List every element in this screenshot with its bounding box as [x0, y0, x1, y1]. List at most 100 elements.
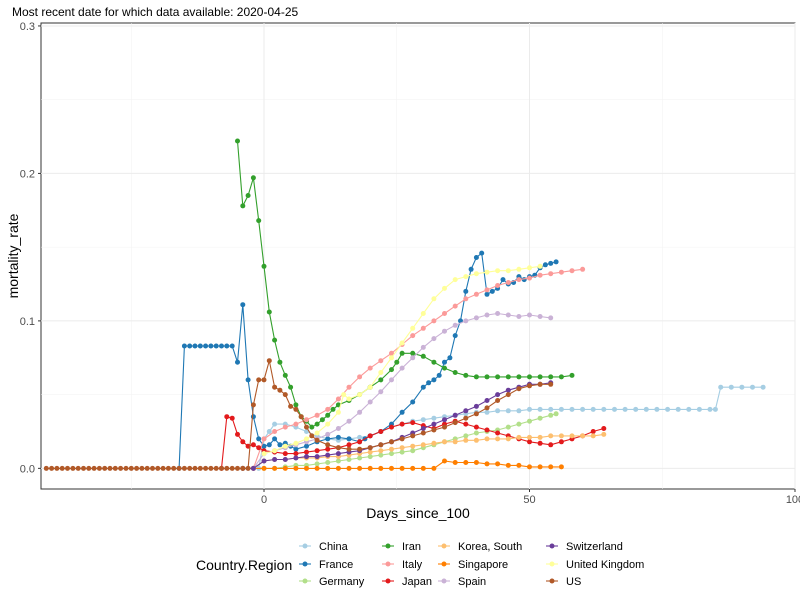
data-point-switzerland: [272, 457, 278, 462]
data-point-korea-south: [399, 445, 405, 451]
data-point-japan: [250, 442, 256, 448]
data-point-france: [447, 355, 453, 361]
legend-label: Switzerland: [566, 541, 623, 553]
data-point-korea-south: [452, 439, 458, 445]
data-point-france: [335, 434, 341, 440]
data-point-us: [203, 465, 209, 471]
data-point-iran: [250, 175, 256, 181]
data-point-japan: [378, 429, 384, 434]
data-point-us: [229, 465, 235, 471]
data-point-us: [245, 465, 251, 471]
data-point-switzerland: [431, 421, 437, 427]
data-point-france: [346, 436, 352, 442]
data-point-us: [187, 465, 193, 471]
data-point-korea-south: [378, 448, 384, 454]
legend: Country.Region China France Germany Iran Ita…: [196, 541, 644, 588]
data-point-spain: [473, 315, 479, 321]
data-point-france: [245, 377, 251, 383]
legend-item-spain: Spain: [438, 576, 486, 588]
y-tick-label: 0.2: [20, 168, 35, 180]
data-point-united-kingdom: [335, 409, 341, 415]
data-point-singapore: [452, 460, 458, 465]
legend-key-dot: [385, 561, 391, 567]
data-point-us: [240, 465, 246, 471]
data-point-united-kingdom: [473, 271, 479, 277]
data-point-united-kingdom: [282, 443, 288, 449]
data-point-singapore: [420, 465, 426, 471]
data-point-spain: [325, 431, 331, 437]
data-point-iran: [319, 417, 325, 423]
data-point-spain: [378, 389, 384, 395]
legend-item-japan: Japan: [382, 576, 432, 588]
legend-label: Spain: [458, 576, 486, 588]
data-point-italy: [325, 406, 331, 412]
data-point-korea-south: [495, 436, 501, 442]
data-point-singapore: [304, 465, 309, 471]
data-point-france: [468, 266, 474, 272]
legend-title: Country.Region: [196, 557, 292, 573]
data-point-spain: [484, 312, 490, 318]
data-point-us: [181, 465, 187, 471]
data-point-spain: [537, 314, 543, 319]
data-point-iran: [537, 374, 543, 380]
data-point-korea-south: [516, 434, 522, 440]
data-point-iran: [266, 309, 272, 315]
data-point-italy: [410, 333, 416, 339]
data-point-italy: [335, 396, 341, 402]
legend-key-dot: [385, 543, 391, 549]
series-germany: [240, 411, 559, 471]
data-point-japan: [601, 426, 607, 431]
legend-key-dot: [302, 561, 308, 567]
data-point-iran: [442, 365, 447, 371]
data-point-us: [304, 424, 309, 430]
data-point-iran: [245, 193, 251, 198]
data-point-france: [266, 442, 272, 448]
data-point-france: [473, 255, 479, 260]
legend-key-dot: [549, 561, 555, 567]
data-point-singapore: [346, 465, 352, 471]
data-point-spain: [442, 328, 447, 334]
data-point-china: [304, 429, 309, 434]
data-point-iran: [378, 377, 384, 383]
data-point-united-kingdom: [505, 268, 511, 274]
data-point-iran: [314, 421, 320, 427]
data-point-us: [86, 465, 92, 471]
data-point-china: [484, 409, 490, 415]
data-point-us: [43, 465, 49, 471]
axis-ticks: 0 50 100 0.0 0.1 0.2 0.3: [20, 21, 800, 506]
legend-key-dot: [302, 543, 308, 549]
data-point-iran: [420, 353, 426, 359]
data-point-switzerland: [250, 465, 256, 471]
legend-item-italy: Italy: [382, 559, 423, 571]
grid-lines: [41, 23, 796, 489]
data-point-us: [155, 465, 161, 471]
data-point-china: [431, 415, 437, 421]
data-point-singapore: [293, 465, 299, 471]
data-point-korea-south: [569, 433, 575, 439]
data-point-france: [197, 343, 203, 349]
data-point-italy: [537, 272, 543, 278]
data-point-iran: [505, 374, 511, 380]
data-point-china: [580, 406, 586, 412]
data-point-us: [282, 392, 288, 398]
legend-label: China: [319, 541, 349, 553]
series-spain: [250, 311, 554, 471]
data-point-china: [569, 406, 575, 412]
data-point-us: [261, 377, 267, 383]
data-point-france: [542, 262, 548, 268]
data-point-iran: [548, 374, 554, 380]
data-point-korea-south: [580, 433, 586, 439]
data-point-korea-south: [484, 436, 490, 442]
data-point-us: [298, 414, 304, 420]
data-point-iran: [452, 370, 458, 375]
data-point-switzerland: [463, 408, 469, 414]
data-point-china: [728, 384, 734, 390]
legend-item-united-kingdom: United Kingdom: [546, 559, 644, 571]
data-point-china: [633, 406, 639, 412]
data-point-china: [622, 406, 628, 412]
data-point-china: [712, 406, 718, 412]
data-point-spain: [420, 344, 426, 350]
data-point-china: [643, 406, 649, 412]
